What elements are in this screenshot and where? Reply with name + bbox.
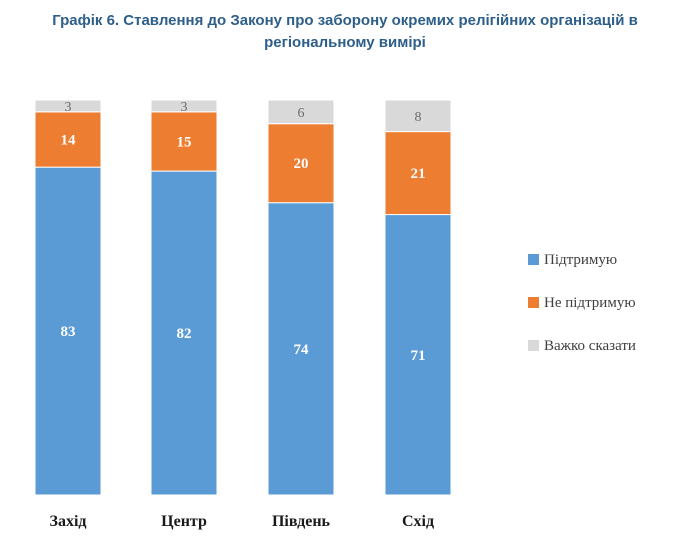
legend-swatch-series-0 bbox=[528, 254, 539, 265]
data-label-захід-series-2: 3 bbox=[65, 100, 72, 115]
bar-центр-series-2 bbox=[150, 99, 218, 113]
data-label-південь-series-0: 74 bbox=[294, 342, 310, 358]
legend-label-series-1: Не підтримую bbox=[544, 295, 636, 311]
data-label-захід-series-0: 83 bbox=[61, 324, 76, 340]
bar-схід-series-0 bbox=[384, 214, 452, 496]
legend-swatch-series-1 bbox=[528, 297, 539, 308]
legend-swatch-series-2 bbox=[528, 340, 539, 351]
bar-схід-series-1 bbox=[384, 131, 452, 216]
data-label-південь-series-2: 6 bbox=[298, 106, 305, 121]
category-label-схід: Схід bbox=[402, 513, 434, 530]
chart-title: Графік 6. Ставлення до Закону про заборо… bbox=[52, 12, 638, 51]
legend-label-series-0: Підтримую bbox=[544, 252, 617, 268]
data-label-схід-series-2: 8 bbox=[415, 110, 422, 125]
data-label-центр-series-2: 3 bbox=[181, 100, 188, 115]
data-label-центр-series-1: 15 bbox=[177, 134, 192, 150]
legend-label-series-2: Важко сказати bbox=[544, 338, 636, 354]
data-label-схід-series-1: 21 bbox=[411, 166, 426, 182]
data-label-схід-series-0: 71 bbox=[411, 348, 426, 364]
bar-південь-series-2 bbox=[267, 99, 335, 125]
bar-захід-series-1 bbox=[34, 111, 102, 168]
bar-захід-series-2 bbox=[34, 99, 102, 113]
category-label-центр: Центр bbox=[161, 513, 207, 530]
bar-схід-series-2 bbox=[384, 99, 452, 133]
category-label-південь: Південь bbox=[272, 513, 331, 530]
bar-південь-series-1 bbox=[267, 123, 335, 204]
data-label-центр-series-0: 82 bbox=[177, 326, 192, 342]
data-label-захід-series-1: 14 bbox=[61, 133, 77, 149]
bar-захід-series-0 bbox=[34, 166, 102, 496]
bar-південь-series-0 bbox=[267, 202, 335, 496]
data-label-південь-series-1: 20 bbox=[294, 156, 309, 172]
category-label-захід: Захід bbox=[50, 513, 87, 530]
